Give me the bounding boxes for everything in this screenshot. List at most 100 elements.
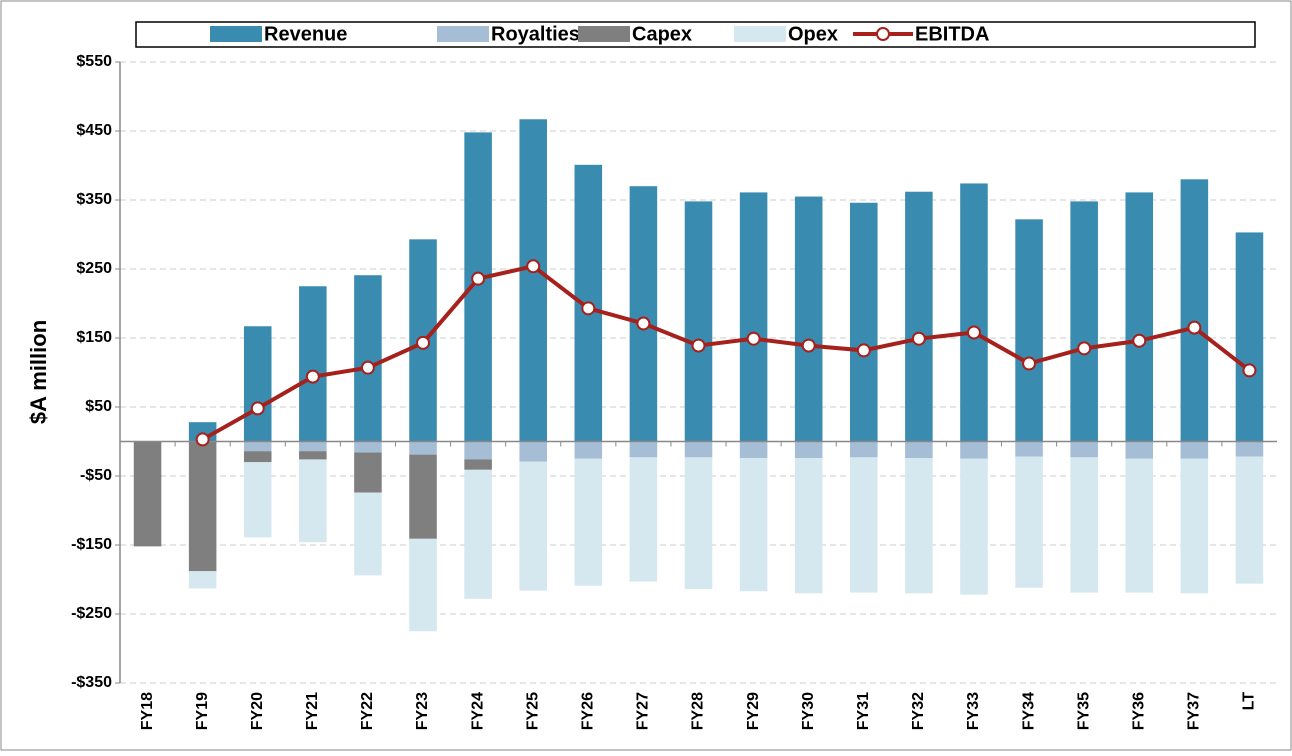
y-tick-label: -$350 <box>71 674 112 691</box>
bar-segment <box>1235 441 1264 457</box>
x-tick-label: FY37 <box>1186 692 1203 730</box>
x-tick-label: FY29 <box>745 692 762 730</box>
bar-segment <box>905 458 933 594</box>
bar-segment <box>629 457 658 582</box>
line-point <box>416 335 431 350</box>
bar-segment <box>794 458 823 594</box>
line-point <box>1132 333 1147 348</box>
bar-segment <box>188 571 217 589</box>
bar-segment <box>188 441 217 572</box>
x-tick-label: LT <box>1241 692 1258 711</box>
x-tick-label: FY23 <box>414 692 431 730</box>
x-tick-label: FY20 <box>249 692 266 730</box>
y-tick-label: $250 <box>76 260 112 277</box>
legend-label: Royalties <box>491 23 580 45</box>
bar-segment <box>1180 458 1209 594</box>
bar-segment <box>1235 232 1264 442</box>
line-point <box>1242 363 1257 378</box>
bar-segment <box>464 469 492 599</box>
line-point <box>911 331 926 346</box>
bar-segment <box>850 457 878 593</box>
x-tick-label: FY28 <box>690 692 707 730</box>
bar-segment <box>1015 441 1043 457</box>
bar-segment <box>960 441 988 459</box>
x-tick-label: FY30 <box>800 692 817 730</box>
x-tick-label: FY27 <box>635 692 652 730</box>
legend-marker <box>876 27 890 41</box>
x-tick-label: FY32 <box>910 692 927 730</box>
bar-segment <box>354 441 382 453</box>
y-tick-label: -$150 <box>71 536 112 553</box>
bar-segment <box>1070 441 1098 458</box>
x-tick-label: FY31 <box>855 692 872 730</box>
bar-segment <box>684 201 713 442</box>
bar-segment <box>905 441 933 459</box>
bar-segment <box>464 459 492 470</box>
bar-segment <box>299 286 327 442</box>
bar-segment <box>794 196 823 442</box>
x-tick-label: FY24 <box>469 692 486 730</box>
bar-segment <box>960 183 988 442</box>
legend-label: EBITDA <box>915 23 989 45</box>
bar-segment <box>684 441 713 458</box>
bar-segment <box>299 459 327 543</box>
bar-segment <box>243 462 272 538</box>
line-point <box>1022 356 1037 371</box>
line-point <box>1187 320 1202 335</box>
bar-segment <box>1125 458 1154 593</box>
x-tick-label: FY34 <box>1020 692 1037 730</box>
bar-segment <box>1125 192 1154 442</box>
bar-segment <box>1180 441 1209 459</box>
y-tick-label: $50 <box>85 398 112 415</box>
line-point <box>691 338 706 353</box>
y-tick-label: $350 <box>76 191 112 208</box>
line-point <box>856 343 871 358</box>
bar-segment <box>354 275 382 442</box>
legend-label: Capex <box>632 23 692 45</box>
bar-segment <box>1070 457 1098 593</box>
legend-swatch <box>437 26 489 42</box>
x-tick-label: FY21 <box>304 692 321 730</box>
line-point <box>636 316 651 331</box>
line-point <box>526 259 541 274</box>
bar-segment <box>243 326 272 442</box>
x-tick-label: FY35 <box>1075 692 1092 730</box>
line-point <box>966 325 981 340</box>
bar-segment <box>850 441 878 458</box>
bar-segment <box>409 454 437 539</box>
x-tick-label: FY36 <box>1130 692 1147 730</box>
x-tick-label: FY18 <box>139 692 156 730</box>
bar-segment <box>299 451 327 460</box>
x-tick-label: FY26 <box>580 692 597 730</box>
y-tick-label: -$50 <box>80 467 112 484</box>
legend-box <box>135 21 1256 48</box>
line-point <box>360 360 375 375</box>
x-tick-label: FY25 <box>524 692 541 730</box>
line-point <box>250 401 265 416</box>
bar-segment <box>243 451 272 463</box>
y-tick-label: -$250 <box>71 605 112 622</box>
bar-segment <box>574 441 603 459</box>
legend-swatch <box>578 26 630 42</box>
bar-segment <box>574 458 603 586</box>
bar-segment <box>684 457 713 590</box>
legend-swatch <box>734 26 786 42</box>
bar-segment <box>629 441 658 458</box>
legend-swatch <box>210 26 262 42</box>
bar-segment <box>519 119 547 442</box>
bar-segment <box>739 458 768 592</box>
bar-segment <box>960 458 988 595</box>
bar-segment <box>1180 179 1209 442</box>
bar-segment <box>739 441 768 459</box>
bar-segment <box>739 192 768 442</box>
line-point <box>746 331 761 346</box>
bar-segment <box>1015 219 1043 442</box>
x-tick-label: FY22 <box>359 692 376 730</box>
bar-segment <box>354 492 382 576</box>
bar-segment <box>1015 456 1043 588</box>
line-point <box>471 271 486 286</box>
bar-segment <box>409 538 437 632</box>
bar-segment <box>1235 456 1264 584</box>
bar-segment <box>794 441 823 459</box>
y-tick-label: $550 <box>76 53 112 70</box>
